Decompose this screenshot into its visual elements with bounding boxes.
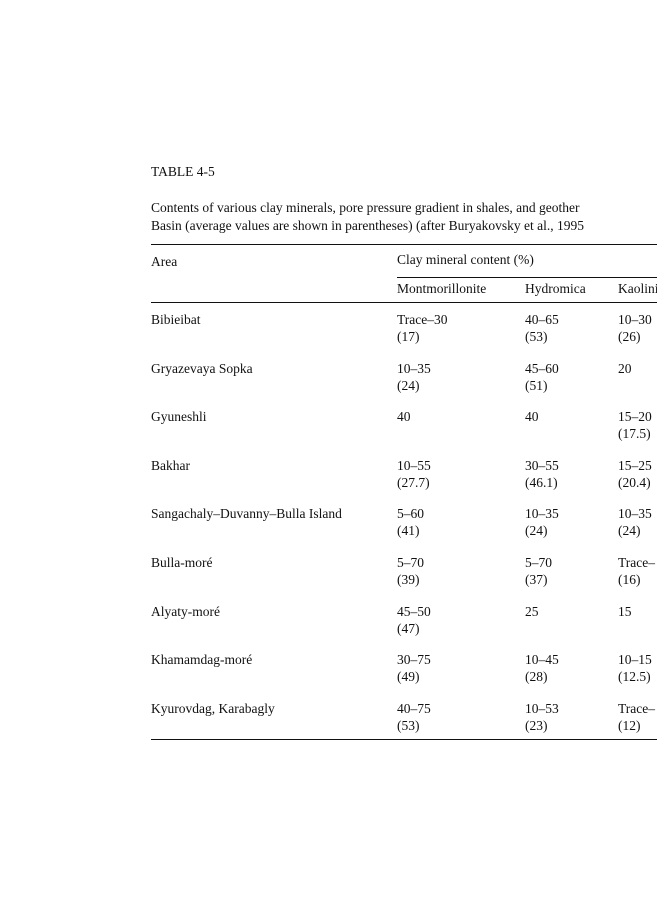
range-cell: 10–53 (525, 700, 559, 716)
mean-cell: (17.5) (618, 426, 651, 442)
area-cell: Gryazevaya Sopka (151, 360, 253, 376)
range-cell: 40–65 (525, 312, 559, 327)
mean-cell: (39) (397, 572, 420, 587)
area-cell: Bibieibat (151, 312, 201, 327)
range-cell: 10–55 (397, 457, 431, 473)
range-cell: 30–55 (525, 457, 559, 473)
mean-cell: (24) (618, 523, 641, 539)
caption-line: Contents of various clay minerals, pore … (151, 200, 580, 215)
mean-cell: (47) (397, 620, 420, 636)
range-cell: 40 (525, 409, 539, 425)
range-cell: 10–35 (525, 506, 559, 522)
subcolumn-header: Kaolinite (618, 281, 657, 296)
range-cell: 20 (618, 360, 632, 376)
range-cell: 15–20 (618, 409, 652, 425)
mean-cell: (24) (397, 377, 420, 393)
range-cell: 5–70 (397, 555, 424, 570)
area-cell: Khamamdag-moré (151, 652, 253, 668)
mean-cell: (17) (397, 329, 420, 344)
range-cell: 10–35 (397, 360, 431, 376)
area-cell: Sangachaly–Duvanny–Bulla Island (151, 506, 342, 522)
mean-cell: (49) (397, 669, 420, 685)
mean-cell: (41) (397, 523, 420, 539)
mean-cell: (24) (525, 523, 548, 539)
area-cell: Gyuneshli (151, 409, 207, 425)
range-cell: 40–75 (397, 700, 431, 716)
area-cell: Bakhar (151, 457, 190, 473)
mean-cell: (53) (397, 717, 420, 733)
area-cell: Alyaty-moré (151, 603, 220, 619)
range-cell: 10–30 (618, 312, 652, 327)
range-cell: 15–25 (618, 457, 652, 473)
range-cell: 10–15 (618, 652, 652, 668)
mean-cell: (16) (618, 572, 641, 587)
range-cell: 45–50 (397, 603, 431, 619)
range-cell: 10–35 (618, 506, 652, 522)
mean-cell: (51) (525, 377, 548, 393)
bottom-rule (151, 739, 657, 740)
mean-cell: (12.5) (618, 669, 651, 685)
subcolumn-header: Hydromica (525, 281, 586, 296)
mean-cell: (28) (525, 669, 548, 685)
range-cell: 10–45 (525, 652, 559, 668)
group-rule (397, 277, 657, 278)
mean-cell: (23) (525, 717, 548, 733)
range-cell: 5–70 (525, 555, 552, 570)
table-title: TABLE 4-5 (151, 164, 215, 179)
mean-cell: (53) (525, 329, 548, 344)
range-cell: 30–75 (397, 652, 431, 668)
mean-cell: (12) (618, 717, 641, 733)
mean-cell: (37) (525, 572, 548, 587)
range-cell: 15 (618, 603, 632, 619)
range-cell: Trace– (618, 555, 655, 570)
mean-cell: (20.4) (618, 474, 651, 490)
range-cell: 45–60 (525, 360, 559, 376)
area-cell: Kyurovdag, Karabagly (151, 700, 275, 716)
range-cell: 5–60 (397, 506, 424, 522)
area-cell: Bulla-moré (151, 555, 213, 570)
range-cell: 25 (525, 603, 539, 619)
column-header: Clay mineral content (%) (397, 252, 534, 267)
range-cell: Trace–30 (397, 312, 448, 327)
mean-cell: (27.7) (397, 474, 430, 490)
header-rule (151, 302, 657, 303)
mean-cell: (46.1) (525, 474, 558, 490)
subcolumn-header: Montmorillonite (397, 281, 487, 296)
column-header: Area (151, 254, 178, 269)
top-rule (151, 244, 657, 245)
caption-line: Basin (average values are shown in paren… (151, 218, 584, 233)
range-cell: 40 (397, 409, 411, 425)
range-cell: Trace– (618, 700, 655, 716)
mean-cell: (26) (618, 329, 641, 344)
